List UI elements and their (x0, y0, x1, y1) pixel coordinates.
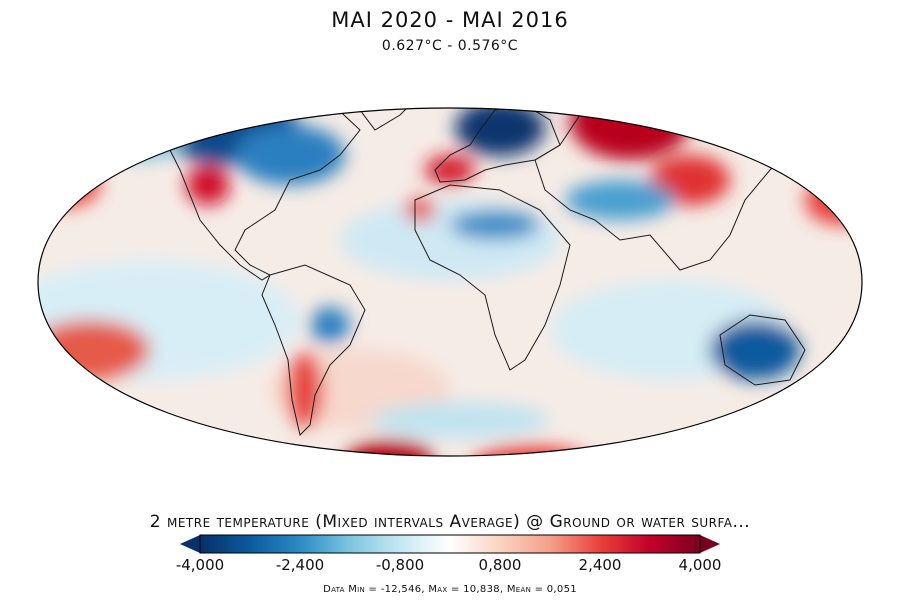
africa-outline (414, 184, 571, 371)
colorbar-tick-label: -0,800 (375, 556, 425, 574)
variable-label: 2 metre temperature (Mixed intervals Ave… (149, 512, 751, 532)
map-title: MAI 2020 - MAI 2016 (331, 8, 569, 32)
colorbar-tick-label: 0,800 (478, 556, 522, 574)
colorbar-low-arrow (180, 535, 200, 553)
colorbar-gradient (200, 535, 700, 553)
colorbar-tick-label: -4,000 (175, 556, 225, 574)
north-america-outline (118, 108, 361, 281)
coastlines (118, 108, 806, 436)
colorbar (180, 534, 720, 554)
colorbar-tick-label: -2,400 (275, 556, 325, 574)
map-subtitle: 0.627°C - 0.576°C (381, 38, 519, 54)
colorbar-tick-label: 2,400 (578, 556, 622, 574)
data-stats: Data Min = -12,546, Max = 10,838, Mean =… (323, 584, 577, 595)
south-america-outline (261, 264, 366, 436)
europe-outline (434, 108, 561, 183)
colorbar-high-arrow (700, 535, 720, 553)
temperature-anomaly-map (37, 107, 863, 457)
australia-outline (719, 314, 806, 386)
map-border (37, 107, 863, 457)
colorbar-frame (199, 534, 701, 554)
asia-outline (534, 108, 801, 271)
colorbar-tick-label: 4,000 (678, 556, 722, 574)
